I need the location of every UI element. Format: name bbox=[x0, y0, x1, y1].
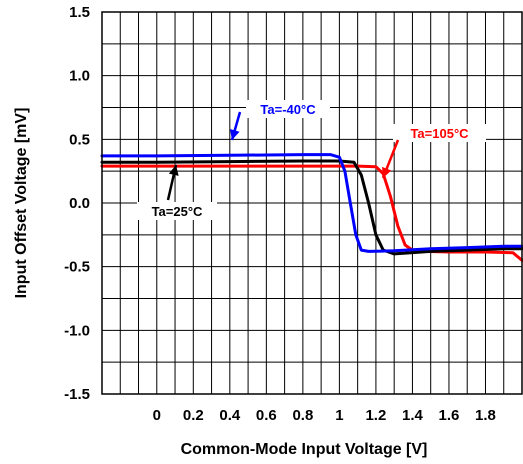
x-tick-label: 1.2 bbox=[365, 407, 386, 424]
x-tick-label: 0.4 bbox=[219, 407, 241, 424]
annotation-box bbox=[246, 100, 330, 118]
plot-frame bbox=[101, 11, 523, 395]
annotation-arrow-head bbox=[382, 166, 392, 178]
annotation-text: Ta=105°C bbox=[410, 126, 469, 141]
x-tick-label: 0.2 bbox=[183, 407, 204, 424]
tick-labels: 1.5 1.0 0.5 0.0 -0.5 -1.0 -1.5 0 0.2 0.4 0.6 0.8 1 1.… bbox=[64, 4, 496, 424]
y-tick-label: 1.0 bbox=[69, 68, 90, 85]
y-tick-label: 0.5 bbox=[69, 131, 90, 148]
x-tick-label: 1.4 bbox=[402, 407, 424, 424]
series-line bbox=[100, 159, 523, 256]
annotations: Ta=-40°C Ta=105°C Ta=25°C bbox=[137, 100, 486, 220]
y-tick-label: 0.0 bbox=[69, 195, 90, 212]
y-tick-label: -1.0 bbox=[64, 322, 90, 339]
annotation-text: Ta=-40°C bbox=[260, 102, 316, 117]
annotation-arrow-head bbox=[168, 165, 179, 176]
y-axis-title: Input Offset Voltage [mV] bbox=[13, 108, 30, 299]
series-lines bbox=[100, 153, 523, 262]
y-tick-label: 1.5 bbox=[69, 4, 90, 21]
x-tick-label: 1.6 bbox=[439, 407, 460, 424]
y-tick-label: -0.5 bbox=[64, 259, 90, 276]
y-tick-label: -1.5 bbox=[64, 386, 90, 403]
x-tick-label: 1 bbox=[335, 407, 343, 424]
series-line bbox=[100, 164, 523, 262]
annotation-box bbox=[137, 202, 217, 220]
x-tick-label: 0 bbox=[153, 407, 161, 424]
x-axis-title: Common-Mode Input Voltage [V] bbox=[181, 441, 428, 458]
x-tick-label: 0.8 bbox=[292, 407, 313, 424]
annotation-label: Ta=105°C bbox=[381, 124, 486, 179]
annotation-arrow-head bbox=[229, 129, 240, 140]
grid bbox=[102, 12, 522, 394]
x-tick-label: 0.6 bbox=[256, 407, 277, 424]
annotation-text: Ta=25°C bbox=[152, 204, 203, 219]
series-line bbox=[100, 153, 523, 253]
x-tick-label: 1.8 bbox=[475, 407, 496, 424]
annotation-box bbox=[393, 124, 486, 142]
annotation-label: Ta=25°C bbox=[137, 164, 217, 220]
annotation-label: Ta=-40°C bbox=[229, 100, 330, 141]
